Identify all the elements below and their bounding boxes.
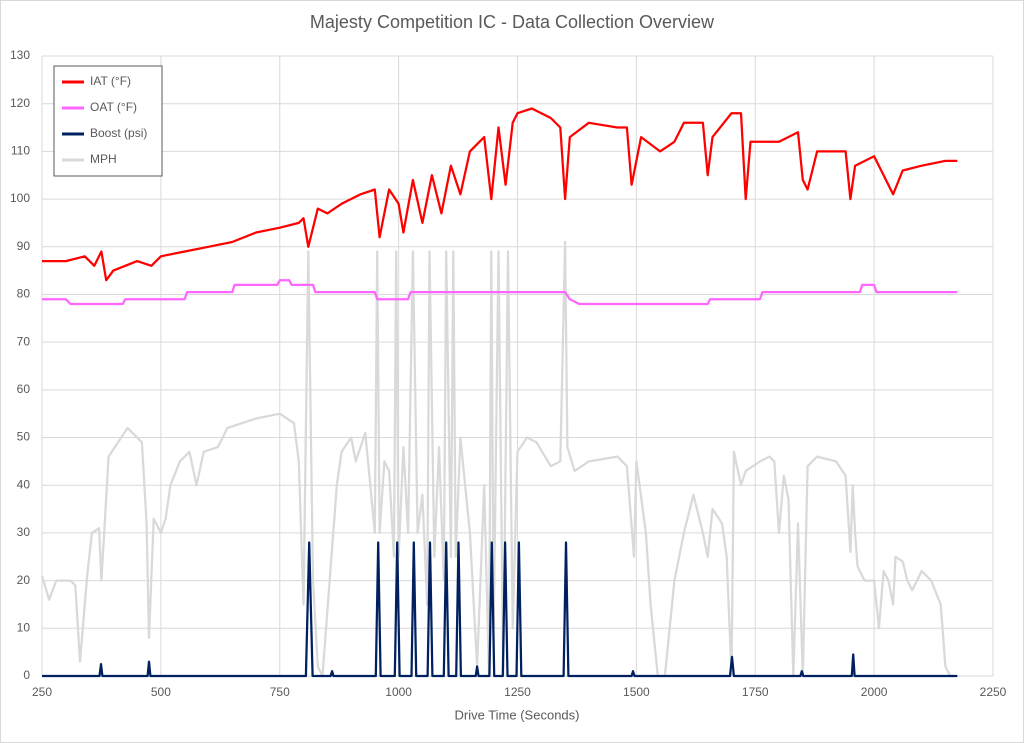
x-tick-label: 1000 xyxy=(385,685,412,699)
y-tick-label: 40 xyxy=(17,477,31,491)
chart-title: Majesty Competition IC - Data Collection… xyxy=(310,12,715,32)
x-tick-label: 250 xyxy=(32,685,52,699)
y-tick-label: 10 xyxy=(17,620,31,634)
series-line xyxy=(42,107,958,282)
y-tick-label: 90 xyxy=(17,239,31,253)
y-tick-label: 30 xyxy=(17,525,31,539)
y-tick-label: 60 xyxy=(17,382,31,396)
legend-box xyxy=(53,65,163,177)
x-tick-label: 1500 xyxy=(623,685,650,699)
series-line xyxy=(42,279,958,306)
y-tick-label: 130 xyxy=(10,48,30,62)
y-tick-label: 120 xyxy=(10,96,30,110)
y-tick-label: 110 xyxy=(11,144,30,158)
x-tick-label: 2000 xyxy=(861,685,888,699)
x-tick-label: 2250 xyxy=(980,685,1007,699)
y-tick-label: 100 xyxy=(10,191,30,205)
series-line xyxy=(42,541,958,678)
x-axis-label: Drive Time (Seconds) xyxy=(455,707,580,722)
legend-label: OAT (°F) xyxy=(90,100,137,114)
y-tick-label: 0 xyxy=(23,668,30,682)
legend-label: IAT (°F) xyxy=(90,74,131,88)
x-tick-label: 500 xyxy=(151,685,171,699)
legend-label: MPH xyxy=(90,152,117,166)
y-tick-label: 80 xyxy=(17,287,31,301)
y-tick-label: 70 xyxy=(17,334,31,348)
x-tick-label: 1250 xyxy=(504,685,531,699)
legend: IAT (°F) OAT (°F) Boost (psi) MPH xyxy=(53,65,163,177)
legend-label: Boost (psi) xyxy=(90,126,147,140)
x-tick-label: 750 xyxy=(270,685,290,699)
y-tick-label: 20 xyxy=(17,573,31,587)
series-line xyxy=(40,240,955,678)
y-tick-label: 50 xyxy=(17,430,31,444)
x-tick-label: 1750 xyxy=(742,685,769,699)
